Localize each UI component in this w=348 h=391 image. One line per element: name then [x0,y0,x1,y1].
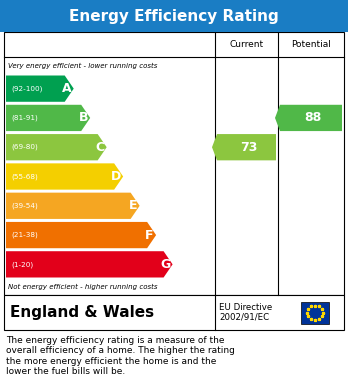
Text: (69-80): (69-80) [11,144,38,151]
Text: C: C [95,141,104,154]
Text: Current: Current [229,40,263,49]
Bar [301,301,329,323]
Polygon shape [275,105,342,131]
Text: E: E [128,199,137,212]
Text: D: D [111,170,121,183]
Text: 88: 88 [304,111,322,124]
Text: A: A [62,82,72,95]
Text: (55-68): (55-68) [11,173,38,180]
Text: (39-54): (39-54) [11,203,38,209]
Text: 2002/91/EC: 2002/91/EC [219,313,269,322]
Text: Energy Efficiency Rating: Energy Efficiency Rating [69,9,279,23]
Polygon shape [6,75,74,102]
Polygon shape [6,193,140,219]
Text: B: B [78,111,88,124]
Text: The energy efficiency rating is a measure of the
overall efficiency of a home. T: The energy efficiency rating is a measur… [6,336,235,376]
Bar [0,0,348,32]
Polygon shape [6,222,156,248]
Text: (92-100): (92-100) [11,85,42,92]
Polygon shape [6,251,173,278]
Text: Very energy efficient - lower running costs: Very energy efficient - lower running co… [8,63,157,69]
Polygon shape [6,134,107,160]
Polygon shape [212,134,276,160]
Bar [4,295,344,330]
Polygon shape [6,105,90,131]
Polygon shape [6,163,123,190]
Text: England & Wales: England & Wales [10,305,154,320]
Text: 73: 73 [240,141,257,154]
Text: Potential: Potential [291,40,331,49]
Bar [4,32,344,295]
Text: (81-91): (81-91) [11,115,38,121]
Text: F: F [145,229,153,242]
Text: (21-38): (21-38) [11,232,38,239]
Text: (1-20): (1-20) [11,261,33,267]
Text: Not energy efficient - higher running costs: Not energy efficient - higher running co… [8,284,158,290]
Text: EU Directive: EU Directive [219,303,272,312]
Text: G: G [160,258,171,271]
